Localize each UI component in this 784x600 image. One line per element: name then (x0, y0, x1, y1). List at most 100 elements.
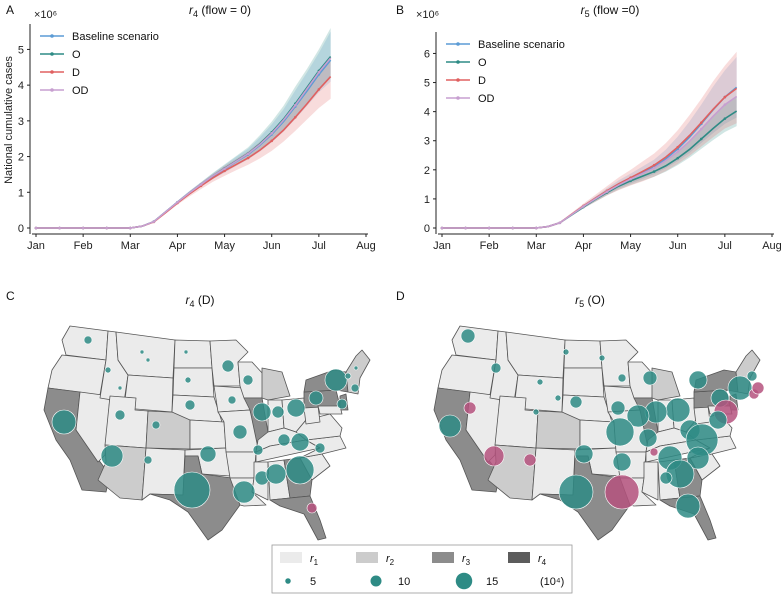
state-bubble (536, 378, 544, 386)
x-tick-label: Aug (762, 240, 782, 252)
state-florida (659, 495, 717, 541)
state-bubble (104, 366, 112, 374)
map-legend-unit: (10⁴) (540, 576, 564, 588)
map-c-title: r4 (D) (185, 293, 214, 309)
state-bubble (290, 432, 310, 452)
y-tick-label: 4 (424, 107, 430, 119)
state-bubble (638, 428, 658, 448)
state-maryland (317, 405, 343, 415)
point (652, 163, 656, 167)
legend-label: OD (72, 85, 89, 97)
point (270, 139, 274, 143)
legend-label: Baseline scenario (478, 39, 565, 51)
state-arkansas (225, 451, 257, 479)
x-tick-label: Feb (480, 240, 499, 252)
state-kansas (189, 419, 227, 450)
legend-size-circle (455, 572, 473, 590)
legend-label: O (478, 57, 487, 69)
state-bubble (626, 404, 650, 428)
legend-label: OD (478, 93, 495, 105)
state-south-dakota (172, 367, 215, 398)
band-baseline-scenario (36, 31, 331, 229)
state-bubble (665, 397, 691, 423)
panel-letter-d: D (396, 289, 405, 303)
legend-fill-swatch (508, 552, 530, 563)
point (699, 137, 703, 141)
map-legend: r1 r2 r3 r4 5 10 15 (10⁴) (271, 544, 573, 594)
state-bubble (746, 370, 758, 382)
state-bubble (532, 408, 540, 416)
legend-fill-swatch (280, 552, 302, 563)
legend-marker (50, 52, 54, 56)
state-bubble (252, 402, 272, 422)
chart-a-title: r4 (flow = 0) (189, 3, 251, 19)
x-tick-label: Apr (575, 240, 592, 252)
y-tick-label: 1 (18, 187, 24, 199)
point (676, 145, 680, 149)
state-bubble (199, 445, 217, 463)
y-tick-label: 6 (424, 48, 430, 60)
legend-marker (456, 60, 460, 64)
x-tick-label: Mar (121, 240, 140, 252)
state-bubble (483, 445, 505, 467)
state-bubble (227, 395, 237, 405)
point (246, 152, 250, 156)
us-map-states (43, 325, 371, 541)
y-tick-label: 3 (18, 116, 24, 128)
panel-letter-c: C (6, 289, 15, 303)
x-tick-label: Mar (527, 240, 546, 252)
line-o (36, 56, 332, 229)
state-bubble (523, 453, 537, 467)
line-od (442, 95, 738, 229)
legend-label: O (72, 49, 81, 61)
state-bubble (114, 409, 126, 421)
point (317, 70, 321, 74)
map-d-title: r5 (O) (575, 293, 605, 309)
state-bubble (151, 420, 161, 430)
point (81, 226, 85, 230)
point (699, 121, 703, 124)
chart-a: 0 1 2 3 4 5 Jan Feb Mar Apr May Jun Jul Aug Baseline s… (18, 24, 376, 252)
state-west-virginia (693, 405, 711, 425)
legend-size-label: 5 (310, 576, 316, 588)
state-bubble (308, 390, 324, 406)
state-bubble (649, 447, 659, 457)
state-bubble (139, 349, 145, 355)
line-baseline-scenario (442, 86, 738, 229)
state-bubble (242, 374, 254, 386)
state-bubble (604, 474, 640, 510)
state-mississippi (641, 461, 659, 501)
state-bubble (51, 409, 77, 435)
point (34, 226, 38, 230)
map-legend-sizes: 5 10 15 (285, 572, 498, 590)
state-bubble (605, 417, 635, 447)
state-bubble (221, 359, 235, 373)
map-d-bubbles (438, 328, 765, 519)
state-bubble (173, 471, 211, 509)
panel-letter-b: B (396, 3, 404, 17)
point (582, 205, 585, 208)
map-d (433, 325, 765, 541)
x-tick-label: May (620, 240, 641, 252)
state-bubble (569, 395, 583, 409)
line-d (442, 87, 738, 229)
state-new-england (345, 349, 371, 395)
x-tick-label: Jul (312, 240, 326, 252)
y-tick-label: 5 (424, 78, 430, 90)
y-tick-label: 2 (18, 152, 24, 164)
legend-label: D (478, 75, 486, 87)
state-bubble (562, 348, 570, 356)
y-tick-label: 0 (424, 223, 430, 235)
point (105, 226, 109, 230)
point (176, 200, 179, 204)
chart-b-title: r5 (flow =0) (581, 3, 640, 19)
point (487, 226, 491, 230)
state-bubble (617, 373, 627, 383)
line-d (36, 76, 332, 229)
band-d (442, 51, 737, 228)
legend-label: Baseline scenario (72, 31, 159, 43)
band-o (36, 28, 331, 228)
point (699, 127, 703, 131)
state-bubble (344, 372, 352, 380)
legend-label: D (72, 67, 80, 79)
